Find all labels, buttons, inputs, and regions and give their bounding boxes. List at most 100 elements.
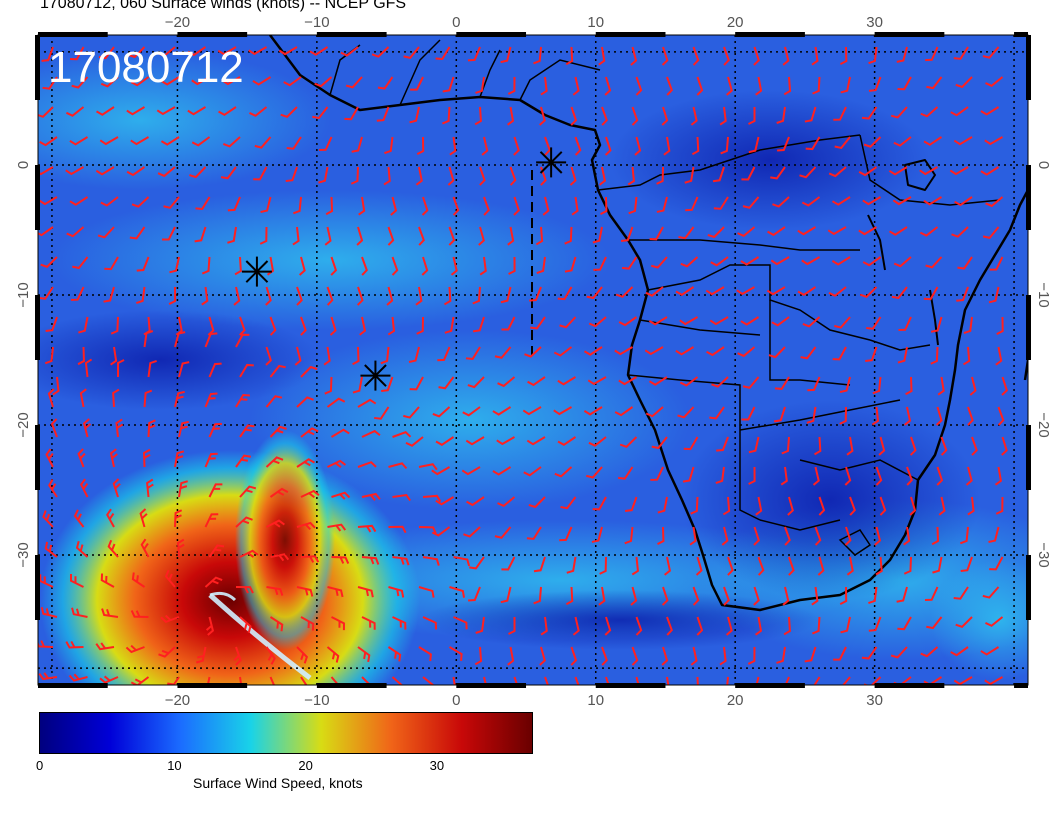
- wind-barb: [544, 136, 551, 156]
- wind-barb: [383, 166, 391, 186]
- wind-barb: [435, 436, 455, 446]
- wind-barb: [862, 196, 882, 206]
- wind-barb: [73, 509, 85, 528]
- wind-barb: [748, 676, 760, 685]
- wind-barb: [585, 466, 603, 479]
- wind-barb: [574, 136, 582, 156]
- wind-barb: [296, 646, 309, 664]
- wind-barb: [920, 646, 939, 658]
- wind-barb: [682, 466, 695, 483]
- wind-barb: [617, 466, 634, 480]
- wind-barb: [286, 136, 302, 150]
- wind-barb: [599, 166, 606, 186]
- wind-barb: [189, 166, 207, 179]
- lon-label-bottom: 0: [452, 692, 460, 709]
- asterisk-marker: [536, 147, 567, 178]
- wind-barb: [146, 478, 154, 498]
- wind-barb: [196, 646, 207, 664]
- wind-barb: [71, 607, 88, 618]
- wind-barb: [689, 526, 697, 546]
- wind-barb: [42, 510, 54, 528]
- wind-barb: [801, 196, 821, 207]
- wind-barb: [345, 76, 363, 89]
- wind-barb: [619, 436, 638, 448]
- border-bar: [1026, 425, 1031, 490]
- wind-barb: [513, 136, 520, 156]
- wind-barb: [418, 646, 432, 662]
- wind-barb: [995, 496, 1004, 515]
- wind-barb: [897, 76, 912, 91]
- wind-barb: [890, 106, 908, 119]
- wind-barb: [98, 46, 115, 60]
- wind-barb: [327, 459, 347, 468]
- wind-barb: [110, 316, 119, 335]
- wind-barb: [871, 406, 880, 426]
- border-bar: [35, 165, 40, 230]
- wind-barb: [833, 106, 847, 121]
- wind-barb: [593, 256, 607, 271]
- wind-barb: [475, 76, 485, 94]
- wind-barb: [776, 106, 786, 124]
- wind-barb: [174, 450, 185, 468]
- wind-barb: [422, 494, 442, 503]
- wind-barb: [560, 496, 577, 510]
- wind-barb: [326, 286, 334, 306]
- wind-barb: [533, 556, 546, 573]
- wind-barb: [721, 526, 729, 546]
- wind-barb: [892, 196, 912, 206]
- wind-barb: [620, 226, 634, 242]
- wind-barb: [923, 136, 943, 146]
- wind-barb: [96, 106, 115, 116]
- wind-barb: [139, 508, 148, 528]
- wind-barb: [868, 46, 878, 65]
- wind-barb: [68, 673, 88, 682]
- wind-barb: [557, 436, 577, 446]
- border-bar: [595, 683, 666, 688]
- wind-barb: [42, 76, 58, 90]
- wind-barb: [528, 496, 546, 509]
- wind-barb: [604, 136, 612, 156]
- wind-barb: [497, 496, 516, 508]
- wind-barb: [217, 46, 237, 56]
- wind-barb: [178, 361, 190, 378]
- lake-victoria: [904, 159, 936, 191]
- colorbar-title: Surface Wind Speed, knots: [193, 775, 363, 791]
- wind-barb: [707, 226, 725, 239]
- wind-barb: [479, 256, 487, 276]
- wind-barb: [963, 316, 973, 335]
- wind-barb: [500, 286, 512, 304]
- wind-barb: [566, 556, 577, 574]
- wind-barb: [553, 346, 573, 357]
- wind-barb: [208, 483, 223, 498]
- wind-barb: [403, 406, 420, 419]
- wind-barb: [156, 106, 176, 116]
- wind-barb: [66, 226, 85, 238]
- wind-barb: [773, 406, 786, 423]
- wind-barb: [781, 436, 790, 455]
- border-bar: [874, 32, 945, 37]
- wind-barb: [661, 586, 669, 606]
- wind-barb: [351, 136, 363, 153]
- border-bar: [177, 32, 248, 37]
- wind-barb: [897, 616, 912, 631]
- wind-barb: [218, 106, 237, 116]
- wind-barb: [833, 646, 847, 661]
- wind-barb: [748, 466, 756, 485]
- wind-barb: [557, 286, 573, 301]
- wind-barb: [953, 46, 969, 60]
- wind-barb: [300, 489, 320, 499]
- wind-barb: [296, 286, 303, 306]
- wind-barb: [403, 46, 420, 59]
- wind-barb: [955, 616, 973, 628]
- wind-barb: [564, 226, 573, 245]
- wind-barb: [361, 556, 380, 565]
- wind-barb: [239, 316, 246, 336]
- wind-barb: [204, 332, 218, 348]
- wind-barb: [356, 226, 364, 246]
- wind-barb: [996, 316, 1004, 335]
- lon-label-bottom: 20: [727, 692, 744, 709]
- wind-barb: [648, 376, 668, 386]
- wind-barb: [314, 76, 333, 88]
- wind-barb: [44, 541, 58, 558]
- wind-barb: [431, 526, 451, 537]
